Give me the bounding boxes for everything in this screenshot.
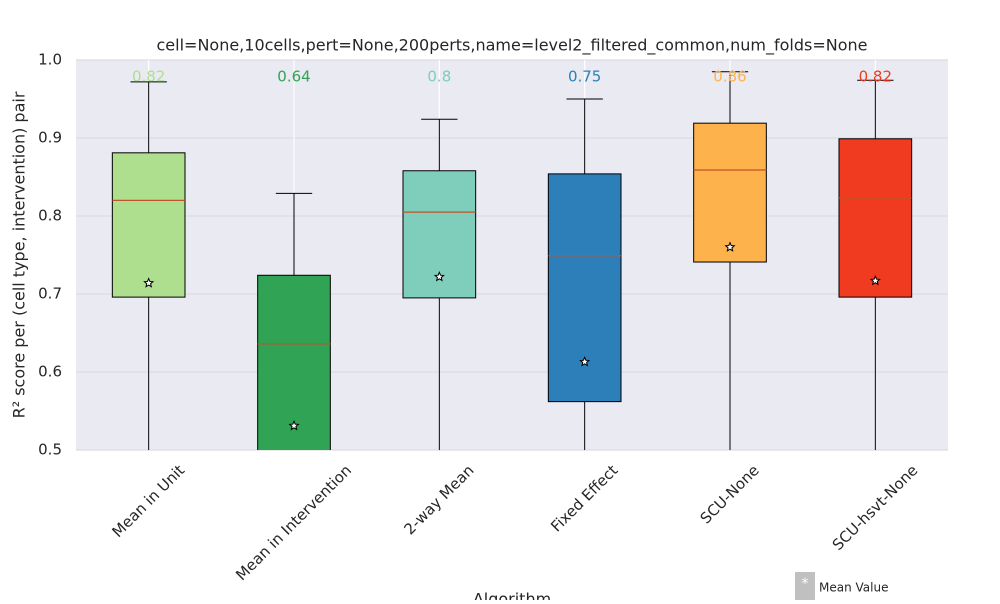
x-tick-label: 2-way Mean <box>400 461 477 538</box>
legend-box <box>795 572 815 600</box>
box <box>111 152 186 298</box>
boxes <box>111 71 913 450</box>
value-label: 0.86 <box>713 68 746 86</box>
x-tick-label: SCU-None <box>697 461 763 527</box>
x-tick-label: SCU-hsvt-None <box>829 461 922 554</box>
y-tick-label: 0.5 <box>38 441 62 459</box>
mean-marker <box>724 241 736 252</box>
box <box>693 122 767 263</box>
value-label: 0.75 <box>568 68 601 86</box>
y-tick-label: 0.7 <box>38 285 62 303</box>
plot-area <box>76 60 948 450</box>
chart-title: cell=None,10cells,pert=None,200perts,nam… <box>157 36 868 56</box>
y-tick-label: 0.6 <box>38 363 62 381</box>
x-tick-label: Fixed Effect <box>547 461 621 535</box>
box <box>257 274 331 450</box>
value-label: 0.82 <box>859 68 892 86</box>
mean-marker <box>579 356 591 367</box>
y-axis-title: R² score per (cell type, intervention) p… <box>10 91 29 418</box>
mean-marker <box>433 271 445 282</box>
x-tick-label: Mean in Intervention <box>232 461 355 584</box>
y-tick-label: 0.9 <box>38 129 62 147</box>
value-label: 0.64 <box>277 68 310 86</box>
box <box>547 173 622 403</box>
mean-marker <box>869 274 881 286</box>
legend-star: * <box>802 576 809 592</box>
mean-marker <box>288 420 300 431</box>
y-tick-label: 0.8 <box>38 207 62 225</box>
box <box>838 138 913 298</box>
y-tick-label: 1.0 <box>38 51 62 69</box>
x-tick-label: Mean in Unit <box>108 461 188 541</box>
legend-label: Mean Value <box>819 581 888 595</box>
x-axis-title: Algorithm <box>473 590 551 601</box>
value-label: 0.82 <box>132 68 165 86</box>
mean-marker <box>143 277 155 288</box>
value-label: 0.8 <box>427 68 451 86</box>
